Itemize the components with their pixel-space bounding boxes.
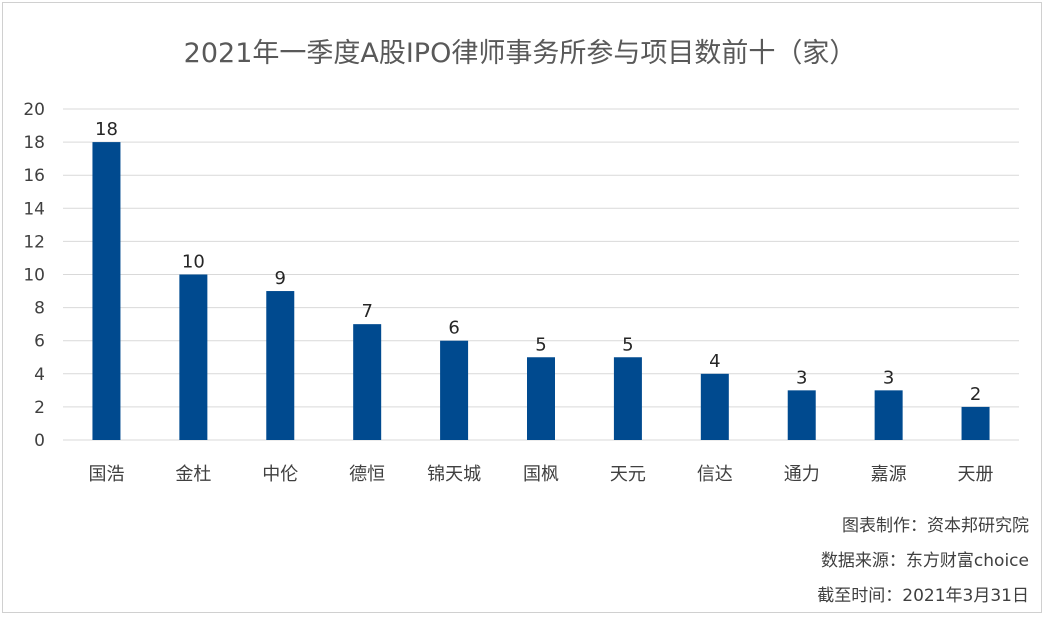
y-tick-label: 16 <box>23 166 45 186</box>
bar <box>787 390 816 440</box>
y-tick-label: 14 <box>23 199 45 219</box>
y-tick-label: 6 <box>34 332 45 352</box>
bar-chart: 2021年一季度A股IPO律师事务所参与项目数前十（家） 0 2 4 6 8 10 12 14… <box>23 38 1019 485</box>
data-label: 10 <box>182 252 205 273</box>
bar <box>961 406 990 440</box>
y-tick-label: 4 <box>34 365 45 385</box>
category-label: 锦天城 <box>427 464 481 485</box>
y-tick-label: 12 <box>23 232 45 252</box>
data-source-note: 数据来源：东方财富choice <box>820 551 1029 571</box>
bar <box>92 142 121 440</box>
category-label: 中伦 <box>262 464 298 485</box>
data-label: 18 <box>95 119 118 140</box>
data-label: 5 <box>622 334 633 355</box>
y-tick-label: 18 <box>23 133 45 153</box>
data-label: 7 <box>361 301 372 322</box>
bar <box>613 357 642 440</box>
category-label: 国枫 <box>523 464 559 485</box>
category-label: 信达 <box>697 464 733 485</box>
data-labels: 18 10 9 7 6 5 5 4 3 3 2 <box>95 119 981 405</box>
y-tick-label: 20 <box>23 100 45 120</box>
category-label: 嘉源 <box>871 464 907 485</box>
bar <box>179 274 208 440</box>
bar <box>353 324 382 440</box>
data-label: 5 <box>535 334 546 355</box>
data-label: 3 <box>883 367 894 388</box>
category-labels: 国浩 金杜 中伦 德恒 锦天城 国枫 天元 信达 通力 嘉源 天册 <box>88 464 993 485</box>
bar <box>700 373 729 440</box>
y-tick-label: 10 <box>23 266 45 286</box>
category-label: 通力 <box>784 464 820 485</box>
bar <box>874 390 903 440</box>
data-label: 9 <box>275 268 286 289</box>
chart-maker-note: 图表制作：资本邦研究院 <box>842 516 1029 536</box>
data-label: 3 <box>796 367 807 388</box>
category-label: 德恒 <box>349 464 385 485</box>
bar <box>527 357 555 440</box>
data-label: 4 <box>709 351 720 372</box>
bar <box>266 291 295 440</box>
category-label: 天元 <box>610 464 646 485</box>
data-label: 6 <box>448 318 459 339</box>
category-label: 天册 <box>958 464 994 485</box>
y-tick-label: 0 <box>34 431 45 451</box>
bars <box>92 142 990 440</box>
bar <box>440 340 469 440</box>
category-label: 金杜 <box>175 464 211 485</box>
y-axis-ticks: 0 2 4 6 8 10 12 14 16 18 20 <box>23 100 45 451</box>
category-label: 国浩 <box>88 464 124 485</box>
chart-title: 2021年一季度A股IPO律师事务所参与项目数前十（家） <box>184 38 857 69</box>
y-tick-label: 2 <box>34 398 45 418</box>
deadline-note: 截至时间：2021年3月31日 <box>817 586 1029 606</box>
data-label: 2 <box>970 384 981 405</box>
y-tick-label: 8 <box>34 299 45 319</box>
